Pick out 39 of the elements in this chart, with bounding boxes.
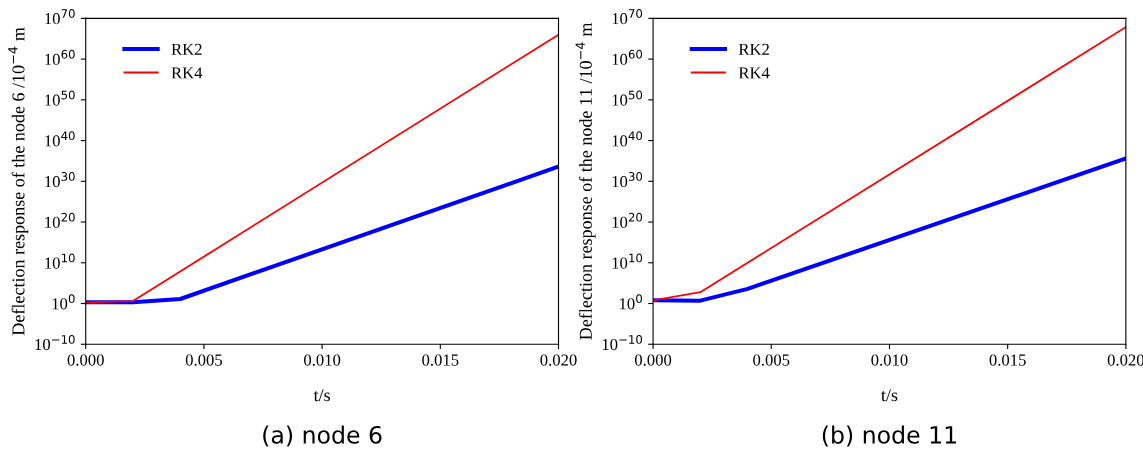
y-tick-label: 10$^{0}$ (619, 294, 642, 310)
y-tick-label: 10$^{40}$ (612, 131, 643, 147)
x-tick-label: 0.015 (422, 354, 459, 366)
x-tick-label: 0.000 (67, 354, 104, 366)
y-tick-label: 10$^{20}$ (612, 212, 643, 228)
y-tick-label: 10$^{50}$ (612, 90, 643, 106)
x-tick-label: 0.005 (185, 354, 223, 366)
y-tick-label: 10$^{−10}$ (35, 334, 75, 351)
y-tick-label: 10$^{50}$ (45, 90, 75, 106)
y-axis-title: Deflection response of the node 11 /10$^{−4}$ m (575, 22, 596, 340)
y-tick-label: 10$^{−10}$ (602, 334, 643, 351)
x-tick-label: 0.015 (989, 354, 1026, 366)
legend-label: RK4 (171, 67, 203, 79)
legend-label: RK2 (171, 43, 202, 55)
y-tick-label: 10$^{40}$ (45, 131, 75, 147)
y-tick-label: 10$^{30}$ (45, 172, 75, 188)
y-tick-label: 10$^{70}$ (612, 9, 643, 25)
y-axis-title: Deflection response of the node 6 /10$^{−4}$ m (8, 27, 29, 336)
y-tick-label: 10$^{60}$ (45, 49, 75, 66)
line-series (653, 156, 1126, 303)
x-tick-label: 0.010 (871, 354, 908, 366)
text: (b) node 11 (822, 425, 956, 447)
x-tick-label: 0.020 (1107, 354, 1143, 366)
y-tick-label: 10$^{30}$ (612, 172, 643, 188)
legend-label: RK2 (738, 43, 769, 55)
x-axis-title: t/s (313, 389, 330, 402)
y-tick-label: 10$^{60}$ (612, 49, 643, 66)
x-tick-label: 0.010 (304, 354, 341, 366)
y-tick-label: 10$^{70}$ (45, 9, 75, 25)
x-tick-label: 0.020 (540, 354, 577, 366)
x-axis-title: t/s (881, 389, 898, 402)
y-tick-label: 10$^{20}$ (45, 212, 75, 228)
y-tick-label: 10$^{10}$ (45, 253, 75, 269)
text: (a) node 6 (263, 425, 382, 447)
legend-label: RK4 (738, 67, 770, 79)
x-tick-label: 0.005 (753, 354, 790, 366)
x-tick-label: 0.000 (634, 354, 672, 366)
y-tick-label: 10$^{10}$ (612, 253, 643, 269)
y-tick-label: 10$^{0}$ (52, 294, 75, 310)
